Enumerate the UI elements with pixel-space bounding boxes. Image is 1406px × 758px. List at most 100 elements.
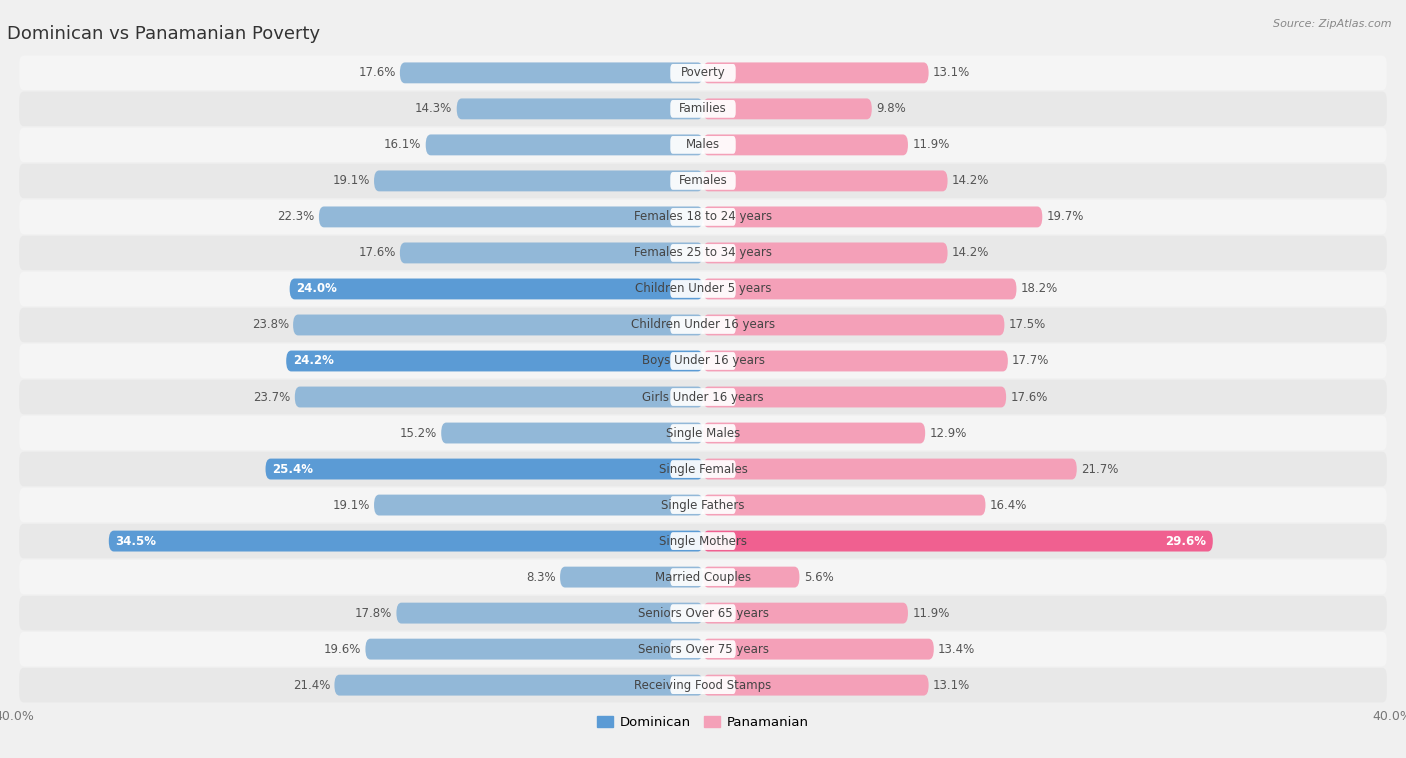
Text: 8.3%: 8.3% [526, 571, 555, 584]
FancyBboxPatch shape [703, 639, 934, 659]
Text: 17.6%: 17.6% [359, 67, 395, 80]
FancyBboxPatch shape [108, 531, 703, 552]
FancyBboxPatch shape [703, 675, 928, 696]
FancyBboxPatch shape [703, 134, 908, 155]
Text: 17.5%: 17.5% [1008, 318, 1046, 331]
FancyBboxPatch shape [20, 560, 1386, 594]
Text: Boys Under 16 years: Boys Under 16 years [641, 355, 765, 368]
FancyBboxPatch shape [671, 208, 735, 226]
Text: 14.2%: 14.2% [952, 246, 990, 259]
Text: Seniors Over 75 years: Seniors Over 75 years [637, 643, 769, 656]
FancyBboxPatch shape [671, 172, 735, 190]
FancyBboxPatch shape [20, 55, 1386, 90]
FancyBboxPatch shape [20, 236, 1386, 271]
FancyBboxPatch shape [671, 64, 735, 82]
Text: 21.4%: 21.4% [292, 678, 330, 691]
FancyBboxPatch shape [292, 315, 703, 336]
Text: 19.1%: 19.1% [332, 174, 370, 187]
Text: Single Females: Single Females [658, 462, 748, 475]
Text: 19.1%: 19.1% [332, 499, 370, 512]
Text: 17.7%: 17.7% [1012, 355, 1049, 368]
FancyBboxPatch shape [20, 199, 1386, 234]
Text: 19.7%: 19.7% [1046, 211, 1084, 224]
Text: Source: ZipAtlas.com: Source: ZipAtlas.com [1274, 19, 1392, 29]
FancyBboxPatch shape [20, 452, 1386, 487]
FancyBboxPatch shape [20, 524, 1386, 559]
Text: 5.6%: 5.6% [804, 571, 834, 584]
Text: 12.9%: 12.9% [929, 427, 967, 440]
Text: Married Couples: Married Couples [655, 571, 751, 584]
Text: 13.1%: 13.1% [934, 67, 970, 80]
FancyBboxPatch shape [20, 415, 1386, 450]
FancyBboxPatch shape [671, 280, 735, 298]
FancyBboxPatch shape [335, 675, 703, 696]
FancyBboxPatch shape [671, 352, 735, 370]
Text: Families: Families [679, 102, 727, 115]
Text: Seniors Over 65 years: Seniors Over 65 years [637, 606, 769, 619]
FancyBboxPatch shape [703, 99, 872, 119]
FancyBboxPatch shape [287, 350, 703, 371]
FancyBboxPatch shape [20, 668, 1386, 703]
Text: 13.4%: 13.4% [938, 643, 976, 656]
FancyBboxPatch shape [20, 127, 1386, 162]
Legend: Dominican, Panamanian: Dominican, Panamanian [592, 710, 814, 735]
FancyBboxPatch shape [703, 603, 908, 624]
FancyBboxPatch shape [671, 532, 735, 550]
Text: Receiving Food Stamps: Receiving Food Stamps [634, 678, 772, 691]
FancyBboxPatch shape [671, 568, 735, 586]
FancyBboxPatch shape [671, 100, 735, 117]
Text: Single Fathers: Single Fathers [661, 499, 745, 512]
Text: 17.6%: 17.6% [1011, 390, 1047, 403]
FancyBboxPatch shape [20, 308, 1386, 343]
FancyBboxPatch shape [399, 243, 703, 263]
Text: 11.9%: 11.9% [912, 606, 949, 619]
FancyBboxPatch shape [671, 460, 735, 478]
FancyBboxPatch shape [20, 343, 1386, 378]
FancyBboxPatch shape [671, 136, 735, 154]
FancyBboxPatch shape [399, 62, 703, 83]
FancyBboxPatch shape [703, 171, 948, 191]
FancyBboxPatch shape [396, 603, 703, 624]
FancyBboxPatch shape [20, 164, 1386, 198]
Text: 29.6%: 29.6% [1166, 534, 1206, 547]
Text: 13.1%: 13.1% [934, 678, 970, 691]
Text: 16.4%: 16.4% [990, 499, 1028, 512]
Text: 25.4%: 25.4% [273, 462, 314, 475]
FancyBboxPatch shape [366, 639, 703, 659]
FancyBboxPatch shape [20, 92, 1386, 126]
Text: 17.8%: 17.8% [354, 606, 392, 619]
Text: Females 25 to 34 years: Females 25 to 34 years [634, 246, 772, 259]
FancyBboxPatch shape [295, 387, 703, 408]
Text: Single Males: Single Males [666, 427, 740, 440]
FancyBboxPatch shape [671, 316, 735, 334]
Text: 21.7%: 21.7% [1081, 462, 1118, 475]
FancyBboxPatch shape [441, 422, 703, 443]
Text: 17.6%: 17.6% [359, 246, 395, 259]
FancyBboxPatch shape [20, 487, 1386, 522]
FancyBboxPatch shape [374, 171, 703, 191]
FancyBboxPatch shape [20, 271, 1386, 306]
Text: 23.7%: 23.7% [253, 390, 291, 403]
Text: 15.2%: 15.2% [399, 427, 437, 440]
Text: Females: Females [679, 174, 727, 187]
Text: Single Mothers: Single Mothers [659, 534, 747, 547]
FancyBboxPatch shape [703, 278, 1017, 299]
FancyBboxPatch shape [703, 567, 800, 587]
FancyBboxPatch shape [703, 206, 1042, 227]
FancyBboxPatch shape [266, 459, 703, 480]
FancyBboxPatch shape [671, 496, 735, 514]
Text: 9.8%: 9.8% [876, 102, 905, 115]
FancyBboxPatch shape [671, 424, 735, 442]
Text: 16.1%: 16.1% [384, 139, 422, 152]
Text: Males: Males [686, 139, 720, 152]
Text: 11.9%: 11.9% [912, 139, 949, 152]
FancyBboxPatch shape [703, 422, 925, 443]
FancyBboxPatch shape [20, 596, 1386, 631]
Text: Girls Under 16 years: Girls Under 16 years [643, 390, 763, 403]
Text: Females 18 to 24 years: Females 18 to 24 years [634, 211, 772, 224]
Text: Children Under 16 years: Children Under 16 years [631, 318, 775, 331]
Text: 24.0%: 24.0% [297, 283, 337, 296]
FancyBboxPatch shape [671, 676, 735, 694]
FancyBboxPatch shape [319, 206, 703, 227]
FancyBboxPatch shape [426, 134, 703, 155]
